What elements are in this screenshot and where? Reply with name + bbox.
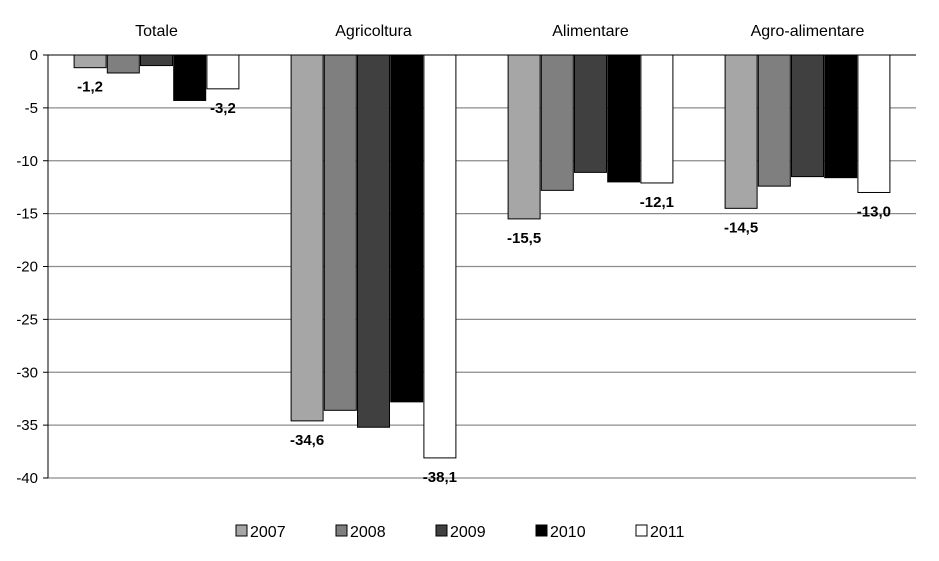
legend: 2007 2008 2009 2010 2011 — [235, 524, 685, 541]
category-labels: Totale Agricoltura Alimentare Agro-alimenta… — [135, 23, 864, 40]
data-label: -1,2 — [77, 79, 103, 96]
bar-2008 — [757, 54, 791, 187]
category-label: Alimentare — [552, 23, 629, 40]
bar-2011 — [640, 54, 674, 184]
bar-2008 — [106, 54, 140, 74]
bar-2009 — [791, 54, 824, 178]
bar-2010 — [173, 54, 207, 101]
bar-2011 — [206, 54, 240, 90]
y-tick-label: 0 — [30, 47, 38, 64]
bar-2008 — [540, 54, 574, 191]
y-tick-label: -30 — [16, 364, 38, 381]
y-tick-label: -15 — [16, 206, 38, 223]
legend-swatch-2007 — [235, 524, 248, 537]
legend-label: 2009 — [450, 524, 486, 541]
data-label: -12,1 — [640, 194, 674, 211]
data-label: -15,5 — [507, 230, 541, 247]
bar-2007 — [73, 54, 107, 69]
legend-swatch-2011 — [635, 524, 648, 537]
y-tick-label: -20 — [16, 259, 38, 276]
bar-2008 — [323, 54, 357, 411]
bar-2009 — [574, 54, 607, 173]
y-tick-label: -5 — [25, 100, 38, 117]
data-label: -13,0 — [857, 203, 891, 220]
legend-swatch-2009 — [435, 524, 448, 537]
y-tick-label: -40 — [16, 470, 38, 487]
data-labels: -1,2 -3,2 -34,6 -38,1 -15,5 -12,1 -14,5 -13,0 — [77, 79, 891, 486]
data-label: -14,5 — [724, 219, 758, 236]
y-tick-label: -10 — [16, 153, 38, 170]
y-tick-label: -35 — [16, 417, 38, 434]
data-label: -3,2 — [210, 100, 236, 117]
legend-label: 2007 — [250, 524, 286, 541]
gridlines — [48, 107, 916, 479]
data-label: -38,1 — [423, 469, 457, 486]
bars — [73, 54, 891, 459]
legend-label: 2010 — [550, 524, 586, 541]
bar-2007 — [724, 54, 758, 209]
bar-2007 — [290, 54, 324, 422]
legend-swatch-2008 — [335, 524, 348, 537]
category-label: Agro-alimentare — [751, 23, 865, 40]
bar-2010 — [607, 54, 641, 183]
data-label: -34,6 — [290, 432, 324, 449]
bar-2009 — [140, 54, 173, 67]
bar-2011 — [857, 54, 891, 193]
bar-2007 — [507, 54, 541, 220]
legend-label: 2008 — [350, 524, 386, 541]
y-tick-label: -25 — [16, 311, 38, 328]
bar-2009 — [357, 54, 390, 428]
category-label: Agricoltura — [335, 23, 412, 40]
category-label: Totale — [135, 23, 178, 40]
legend-swatch-2010 — [535, 524, 548, 537]
bar-2010 — [824, 54, 858, 179]
legend-label: 2011 — [650, 524, 685, 541]
bar-2011 — [423, 54, 457, 459]
bar-2010 — [390, 54, 424, 403]
